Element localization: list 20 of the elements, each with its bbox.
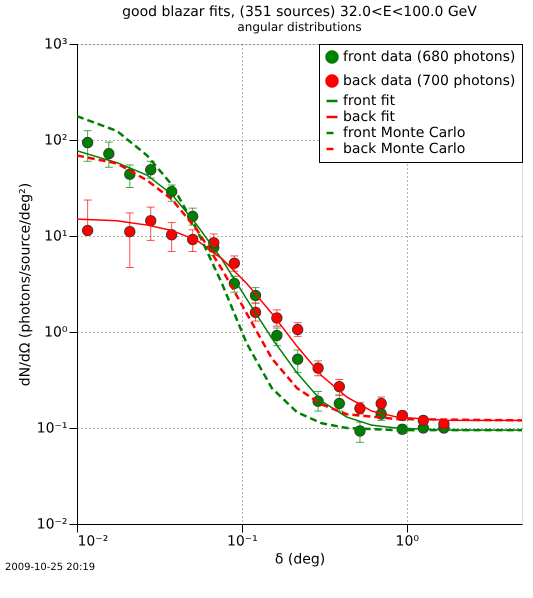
y-tick-label: 10² <box>44 132 68 148</box>
x-tick-label: 10⁰ <box>396 534 420 550</box>
y-tick-label: 10⁻¹ <box>36 420 68 436</box>
legend-label: back fit <box>343 109 396 125</box>
text: 2009-10-25 20:19 <box>5 562 96 573</box>
x-axis-title: δ (deg) <box>274 552 326 568</box>
legend-label: back data (700 photons) <box>343 73 516 89</box>
x-tick-label: 10⁻² <box>78 534 108 550</box>
x-tick-label: 10⁻¹ <box>226 534 258 550</box>
y-tick-label: 10⁻² <box>36 516 68 532</box>
legend-label: front fit <box>343 93 396 109</box>
y-tick-label: 10¹ <box>44 228 68 244</box>
y-axis-title: dN/dΩ (photons/source/deg²) <box>18 182 34 386</box>
legend-label: front data (680 photons) <box>343 49 516 65</box>
legend-label: front Monte Carlo <box>343 125 466 141</box>
y-tick-label: 10³ <box>44 36 68 52</box>
legend-label: back Monte Carlo <box>343 141 466 157</box>
y-tick-label: 10⁰ <box>44 324 68 340</box>
chart-title: good blazar fits, (351 sources) 32.0<E<100.0 GeV <box>122 4 478 20</box>
chart-subtitle: angular distributions <box>237 20 362 34</box>
